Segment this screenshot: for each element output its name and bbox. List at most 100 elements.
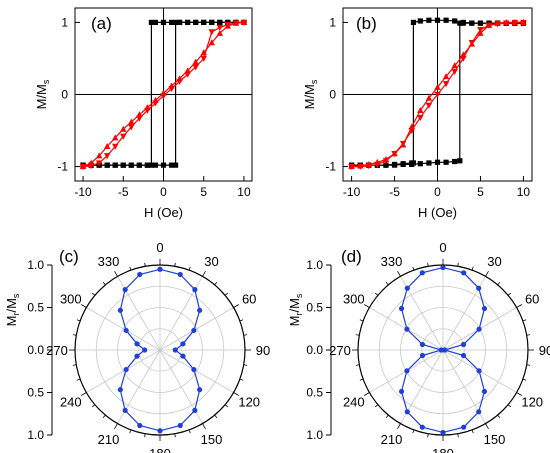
- x-tick-label: 10: [517, 185, 531, 199]
- polar-data-point: [404, 326, 410, 332]
- polar-spoke: [86, 349, 161, 393]
- polar-angle-tick: [412, 266, 415, 271]
- polar-data-point: [172, 347, 178, 353]
- polar-data-point: [157, 266, 163, 272]
- data-point: [434, 159, 441, 165]
- polar-angle-tick: [243, 334, 248, 336]
- radial-tick-label: 1.0: [306, 428, 323, 442]
- polar-angle-tick: [202, 423, 206, 430]
- x-tick-label: 10: [237, 185, 251, 199]
- polar-spoke: [86, 307, 161, 351]
- polar-angle-label: 60: [525, 292, 539, 307]
- polar-angle-tick: [522, 319, 527, 322]
- x-tick-label: -10: [343, 185, 361, 199]
- data-point: [128, 118, 135, 125]
- data-point: [160, 19, 167, 26]
- panel-label: (b): [356, 14, 377, 33]
- data-point: [168, 19, 175, 26]
- polar-data-point: [192, 287, 198, 293]
- polar-data-point: [117, 307, 123, 313]
- polar-data-point: [438, 347, 444, 353]
- polar-angle-tick: [102, 414, 106, 419]
- data-point: [168, 162, 175, 168]
- data-point: [87, 163, 95, 170]
- data-point: [103, 153, 111, 160]
- polar-spoke: [159, 349, 234, 393]
- data-point: [120, 125, 127, 132]
- data-point: [184, 71, 191, 78]
- polar-angle-tick: [457, 262, 459, 267]
- polar-angle-tick: [471, 266, 474, 271]
- polar-angle-label: 330: [381, 254, 403, 269]
- polar-angle-tick: [144, 433, 146, 438]
- polar-data-point: [419, 352, 426, 359]
- polar-angle-tick: [72, 334, 77, 336]
- polar-angle-label: 0: [439, 240, 446, 255]
- data-point: [176, 78, 183, 85]
- polar-angle-tick: [359, 319, 364, 322]
- radial-axis-label: Mr/Ms: [4, 293, 21, 326]
- polar-angle-tick: [457, 433, 459, 438]
- polar-data-point: [419, 341, 426, 348]
- data-point: [442, 73, 450, 80]
- data-point: [503, 20, 510, 27]
- polar-angle-tick: [516, 304, 523, 308]
- data-point: [136, 162, 142, 168]
- data-point: [451, 68, 458, 75]
- polar-data-point: [404, 285, 410, 291]
- polar-data-point: [481, 305, 488, 312]
- polar-angle-tick: [427, 433, 429, 438]
- x-tick-label: 0: [160, 185, 167, 199]
- polar-data-point: [197, 307, 203, 313]
- data-point: [209, 19, 215, 26]
- polar-angle-label: 90: [256, 343, 270, 358]
- polar-angle-label: 60: [242, 292, 256, 307]
- y-axis-label: M/Ms: [34, 79, 51, 109]
- data-point: [160, 93, 167, 100]
- x-tick-label: -5: [118, 185, 129, 199]
- polar-data-point: [419, 270, 425, 276]
- polar-angle-tick: [497, 281, 501, 286]
- polar-data-point: [461, 424, 467, 430]
- data-point: [136, 115, 143, 122]
- polar-data-point: [137, 271, 143, 278]
- polar-angle-label: 330: [98, 254, 120, 269]
- polar-data-point: [460, 352, 467, 359]
- data-point: [168, 86, 175, 93]
- polar-angle-tick: [385, 414, 389, 419]
- data-point: [144, 162, 151, 168]
- polar-angle-tick: [224, 292, 229, 296]
- polar-angle-tick: [233, 392, 240, 396]
- polar-data-point: [404, 368, 410, 374]
- polar-data-point: [476, 368, 482, 374]
- polar-angle-label: 90: [539, 343, 550, 358]
- polar-data-point: [404, 409, 410, 415]
- polar-angle-label: 210: [381, 432, 403, 447]
- data-point: [152, 100, 159, 107]
- radial-tick-label: 1.0: [27, 428, 44, 442]
- polar-data-point: [177, 271, 183, 278]
- polar-angle-tick: [174, 433, 176, 438]
- data-point: [224, 21, 232, 28]
- data-point: [144, 107, 151, 114]
- panel-label: (c): [59, 247, 79, 266]
- data-point: [451, 62, 458, 69]
- data-point: [382, 158, 390, 165]
- polar-data-point: [476, 409, 482, 415]
- polar-data-point: [419, 424, 425, 430]
- data-point: [417, 18, 423, 24]
- data-point: [79, 163, 87, 170]
- polar-angle-label: 300: [60, 292, 82, 307]
- polar-angle-tick: [359, 378, 364, 381]
- data-point: [457, 158, 463, 164]
- data-point: [365, 163, 372, 170]
- polar-angle-tick: [243, 364, 248, 366]
- polar-data-point: [476, 285, 482, 291]
- radial-tick-label: 0.5: [27, 301, 44, 315]
- data-point: [160, 162, 167, 168]
- polar-angle-tick: [129, 266, 132, 271]
- polar-angle-label: 150: [201, 432, 223, 447]
- data-point: [434, 91, 441, 98]
